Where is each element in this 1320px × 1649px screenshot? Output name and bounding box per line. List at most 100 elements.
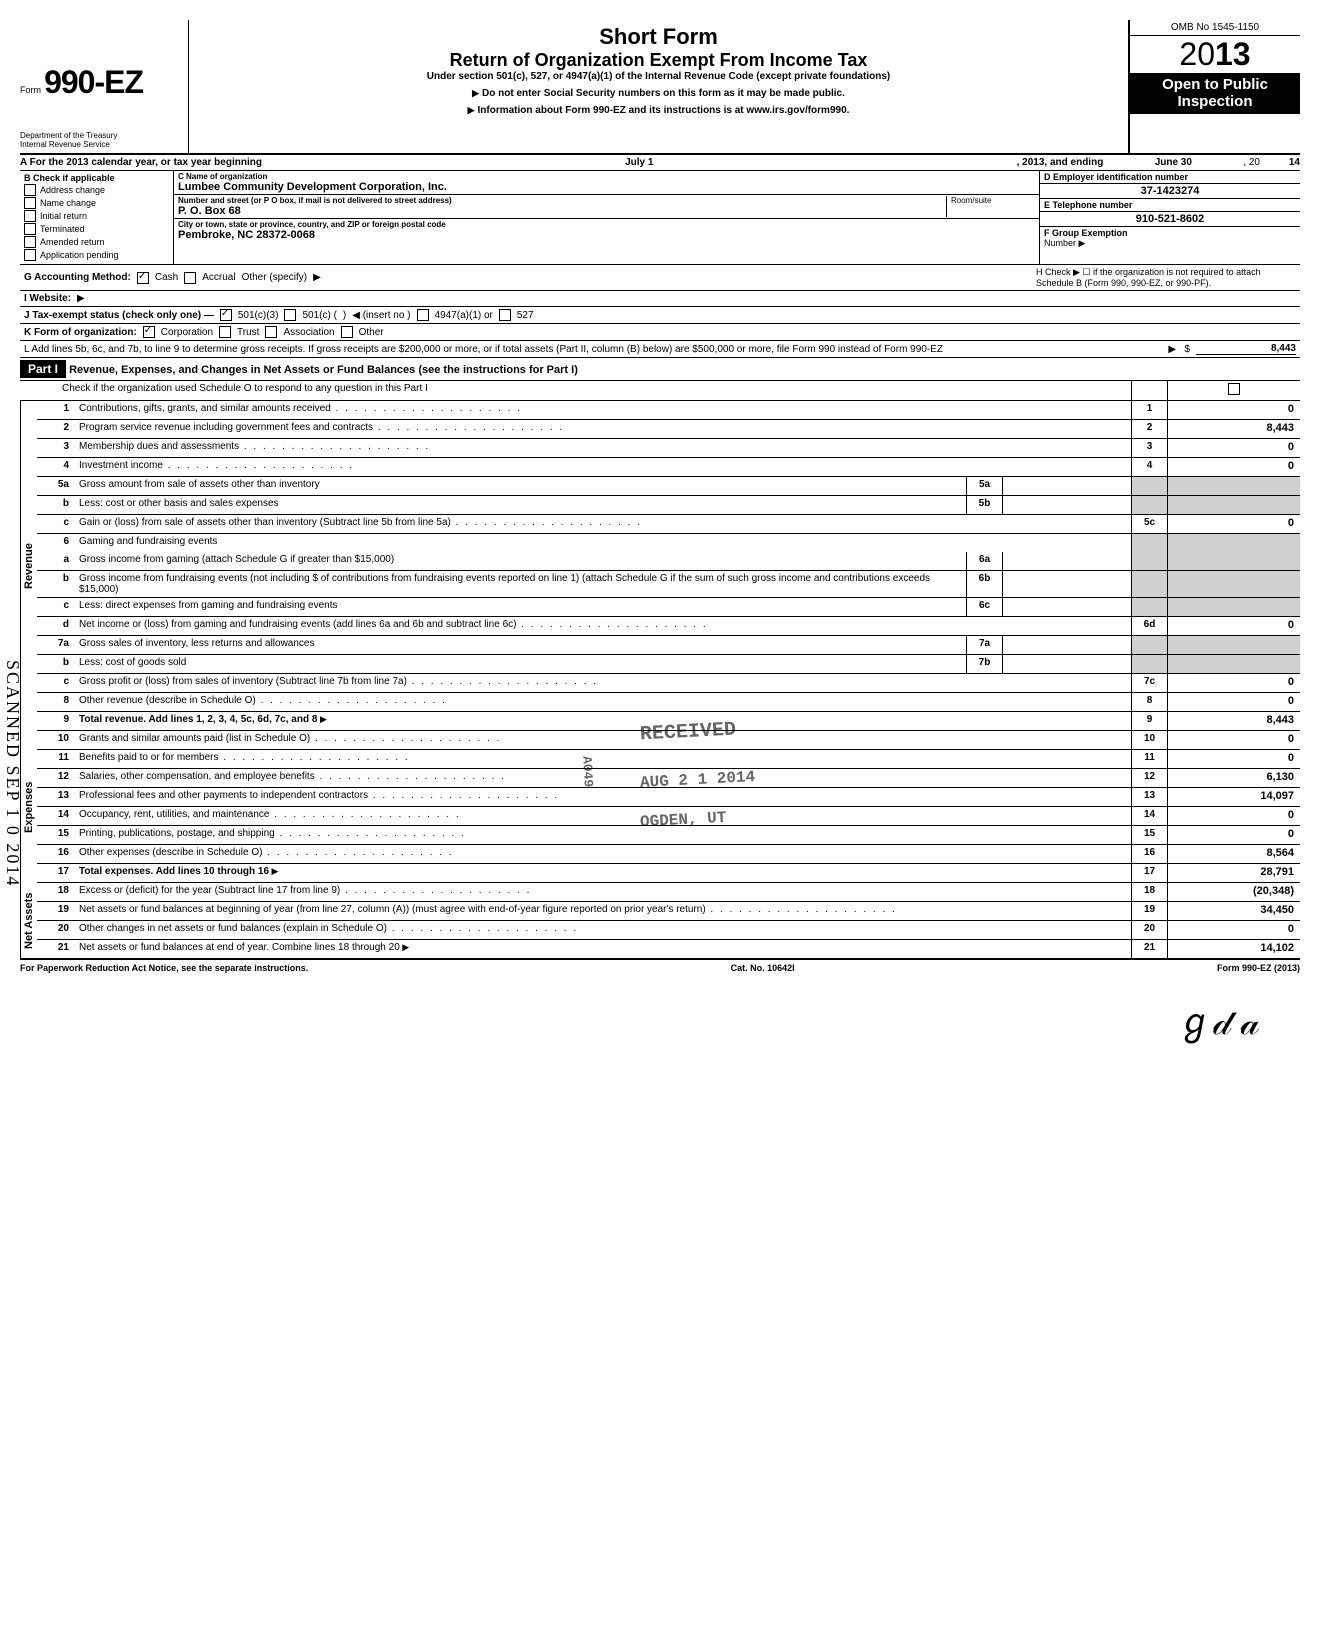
- l10-val: 0: [1167, 731, 1300, 749]
- col-b-checkboxes: B Check if applicable Address change Nam…: [20, 171, 174, 264]
- l5a-desc: Gross amount from sale of assets other t…: [75, 477, 966, 495]
- l20-desc: Other changes in net assets or fund bala…: [75, 921, 1131, 939]
- l6c-sub: 6c: [966, 598, 1002, 616]
- l1-end: 1: [1131, 401, 1167, 419]
- l6c-subval: [1002, 598, 1131, 616]
- accrual-label: Accrual: [202, 272, 235, 283]
- l19-end: 19: [1131, 902, 1167, 920]
- l12-desc: Salaries, other compensation, and employ…: [75, 769, 1131, 787]
- phone: 910-521-8602: [1040, 212, 1300, 227]
- l14-val: 0: [1167, 807, 1300, 825]
- l11-end: 11: [1131, 750, 1167, 768]
- 4947-label: 4947(a)(1) or: [435, 310, 493, 321]
- l6d-num: d: [37, 617, 75, 635]
- l1-val: 0: [1167, 401, 1300, 419]
- cb-amended-return[interactable]: Amended return: [24, 236, 169, 248]
- l8-val: 0: [1167, 693, 1300, 711]
- l16-val: 8,564: [1167, 845, 1300, 863]
- l21-end: 21: [1131, 940, 1167, 958]
- i-label: I Website:: [24, 293, 71, 304]
- 527-label: 527: [517, 310, 534, 321]
- l3-val: 0: [1167, 439, 1300, 457]
- row-a-begin: July 1: [262, 157, 1017, 168]
- l17-val: 28,791: [1167, 864, 1300, 882]
- ein: 37-1423274: [1040, 184, 1300, 199]
- cash-label: Cash: [155, 272, 178, 283]
- netassets-section: Net Assets 18Excess or (deficit) for the…: [20, 883, 1300, 960]
- omb-number: OMB No 1545-1150: [1130, 20, 1300, 36]
- cb-501c[interactable]: [284, 309, 296, 321]
- cb-501c3[interactable]: [220, 309, 232, 321]
- l14-end: 14: [1131, 807, 1167, 825]
- part1-check-text: Check if the organization used Schedule …: [58, 381, 1131, 400]
- l7c-desc: Gross profit or (loss) from sales of inv…: [75, 674, 1131, 692]
- part1-title: Revenue, Expenses, and Changes in Net As…: [69, 364, 578, 376]
- cb-cash[interactable]: [137, 272, 149, 284]
- l6a-sub: 6a: [966, 552, 1002, 570]
- cb-4947[interactable]: [417, 309, 429, 321]
- form-number-box: Form 990-EZ Department of the Treasury I…: [20, 20, 189, 153]
- instruction-info: Information about Form 990-EZ and its in…: [197, 105, 1120, 116]
- l7a-sub: 7a: [966, 636, 1002, 654]
- row-a-yr: 14: [1260, 157, 1300, 168]
- f-label: F Group Exemption Number ▶: [1040, 227, 1300, 250]
- org-name: Lumbee Community Development Corporation…: [178, 181, 1035, 193]
- cb-assoc[interactable]: [265, 326, 277, 338]
- l4-end: 4: [1131, 458, 1167, 476]
- netassets-side-label: Net Assets: [20, 883, 37, 958]
- l7b-sub: 7b: [966, 655, 1002, 673]
- l3-num: 3: [37, 439, 75, 457]
- l5b-desc: Less: cost or other basis and sales expe…: [75, 496, 966, 514]
- l18-desc: Excess or (deficit) for the year (Subtra…: [75, 883, 1131, 901]
- cb-527[interactable]: [499, 309, 511, 321]
- row-a-label: A For the 2013 calendar year, or tax yea…: [20, 157, 262, 168]
- cb-label: Initial return: [40, 211, 87, 221]
- l7a-desc: Gross sales of inventory, less returns a…: [75, 636, 966, 654]
- cb-name-change[interactable]: Name change: [24, 197, 169, 209]
- cb-other-org[interactable]: [341, 326, 353, 338]
- l8-desc: Other revenue (describe in Schedule O): [75, 693, 1131, 711]
- city-value: Pembroke, NC 28372-0068: [178, 229, 1035, 241]
- year-box: OMB No 1545-1150 2013 Open to Public Ins…: [1128, 20, 1300, 153]
- l10-num: 10: [37, 731, 75, 749]
- cb-initial-return[interactable]: Initial return: [24, 210, 169, 222]
- l12-num: 12: [37, 769, 75, 787]
- cb-corp[interactable]: [143, 326, 155, 338]
- l5a-subval: [1002, 477, 1131, 495]
- l9-val: 8,443: [1167, 712, 1300, 730]
- cb-trust[interactable]: [219, 326, 231, 338]
- dept-irs: Internal Revenue Service: [20, 140, 180, 149]
- l7a-valshade: [1167, 636, 1300, 654]
- l18-num: 18: [37, 883, 75, 901]
- l6-desc: Gaming and fundraising events: [75, 534, 1131, 552]
- l6a-valshade: [1167, 552, 1300, 570]
- l6d-desc: Net income or (loss) from gaming and fun…: [75, 617, 1131, 635]
- l5a-sub: 5a: [966, 477, 1002, 495]
- l1-num: 1: [37, 401, 75, 419]
- l14-desc: Occupancy, rent, utilities, and maintena…: [75, 807, 1131, 825]
- cb-schedule-o[interactable]: [1228, 383, 1240, 395]
- cb-address-change[interactable]: Address change: [24, 184, 169, 196]
- l20-end: 20: [1131, 921, 1167, 939]
- l6a-num: a: [37, 552, 75, 570]
- cb-terminated[interactable]: Terminated: [24, 223, 169, 235]
- l17-num: 17: [37, 864, 75, 882]
- l20-val: 0: [1167, 921, 1300, 939]
- d-label: D Employer identification number: [1040, 171, 1300, 184]
- assoc-label: Association: [283, 327, 334, 338]
- l6b-endshade: [1131, 571, 1167, 597]
- j-label: J Tax-exempt status (check only one) —: [24, 310, 214, 321]
- l5b-endshade: [1131, 496, 1167, 514]
- cb-application-pending[interactable]: Application pending: [24, 249, 169, 261]
- l13-desc: Professional fees and other payments to …: [75, 788, 1131, 806]
- l8-end: 8: [1131, 693, 1167, 711]
- l11-num: 11: [37, 750, 75, 768]
- l20-num: 20: [37, 921, 75, 939]
- l2-num: 2: [37, 420, 75, 438]
- l9-num: 9: [37, 712, 75, 730]
- l7a-endshade: [1131, 636, 1167, 654]
- l5c-num: c: [37, 515, 75, 533]
- cb-accrual[interactable]: [184, 272, 196, 284]
- h-text: H Check ▶ ☐ if the organization is not r…: [1036, 267, 1296, 288]
- signature-area: ℊ𝒹 𝒶: [20, 973, 1300, 1045]
